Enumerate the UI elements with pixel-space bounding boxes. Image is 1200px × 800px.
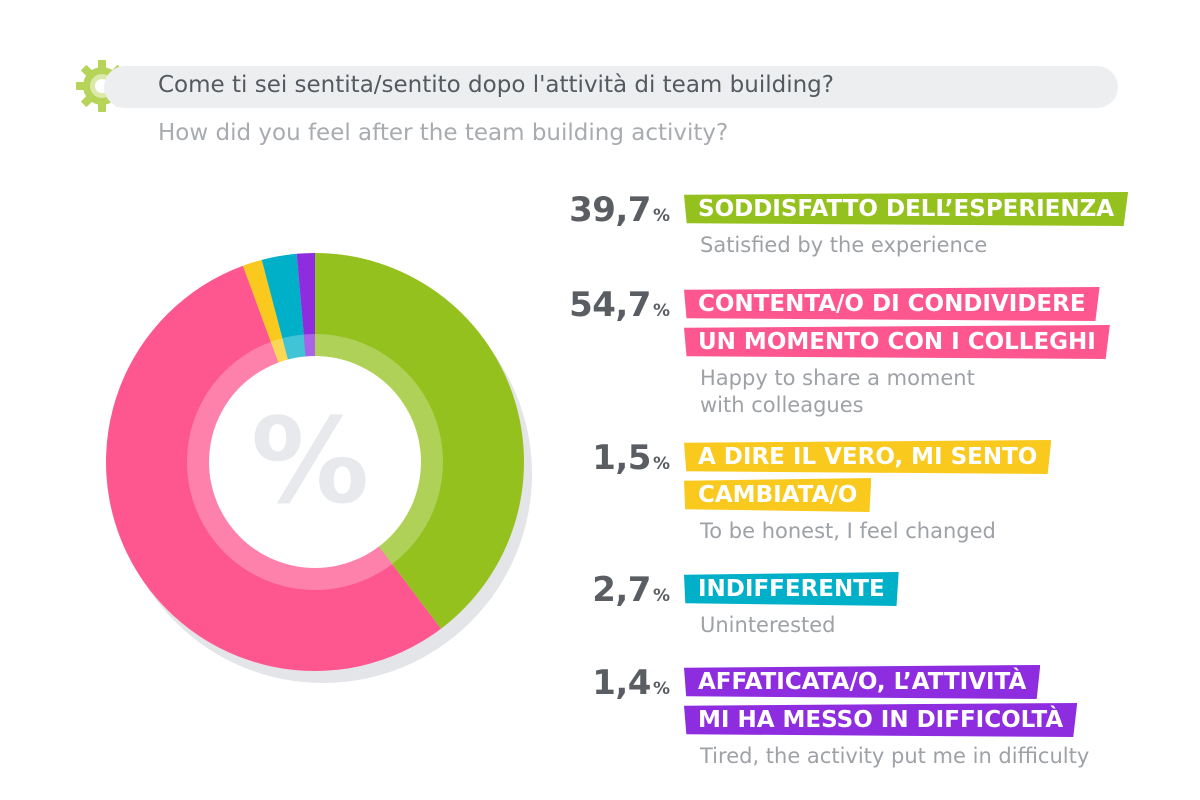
pie-slice-inner-1 <box>186 341 393 590</box>
percentage-symbol: % <box>652 679 670 699</box>
legend-label-italian: A DIRE IL VERO, MI SENTO <box>684 440 1052 474</box>
question-english: How did you feel after the team building… <box>158 120 729 146</box>
question-bar <box>104 66 1118 108</box>
pie-slice-inner-4 <box>303 334 315 357</box>
legend-label-italian: SODDISFATTO DELL’ESPERIENZA <box>684 192 1129 226</box>
legend-percentage: 54,7% <box>569 287 670 323</box>
pie-slice-inner-0 <box>315 334 444 565</box>
legend-label-english: Happy to share a moment <box>700 366 975 390</box>
percentage-value: 54,7 <box>569 285 651 325</box>
donut-chart: % <box>105 253 532 683</box>
legend-label-english: Uninterested <box>700 613 836 637</box>
percentage-value: 39,7 <box>569 190 651 230</box>
percentage-value: 2,7 <box>592 570 651 610</box>
percent-symbol: % <box>251 392 369 530</box>
legend-percentage: 2,7% <box>592 572 670 608</box>
legend-label-english: Satisfied by the experience <box>700 233 988 257</box>
legend-label-english: To be honest, I feel changed <box>700 519 996 543</box>
question-italian: Come ti sei sentita/sentito dopo l'attiv… <box>158 72 834 98</box>
percentage-symbol: % <box>652 454 670 474</box>
legend-label-italian: CONTENTA/O DI CONDIVIDERE <box>684 287 1100 321</box>
legend-label-italian: CAMBIATA/O <box>684 478 872 512</box>
legend-label-italian: MI HA MESSO IN DIFFICOLTÀ <box>684 703 1078 737</box>
percentage-symbol: % <box>652 301 670 321</box>
percentage-value: 1,5 <box>592 438 651 478</box>
legend-label-english: Tired, the activity put me in difficulty <box>700 744 1090 768</box>
percentage-symbol: % <box>652 206 670 226</box>
percentage-value: 1,4 <box>592 663 651 703</box>
legend-percentage: 1,4% <box>592 665 670 701</box>
percentage-symbol: % <box>652 586 670 606</box>
donut-center <box>209 356 421 568</box>
pie-slice-inner-3 <box>282 334 306 360</box>
legend-label-italian: UN MOMENTO CON I COLLEGHI <box>684 325 1110 359</box>
legend-label-italian: INDIFFERENTE <box>684 572 899 606</box>
legend-label-english: with colleagues <box>700 393 864 417</box>
legend-percentage: 1,5% <box>592 440 670 476</box>
legend-label-italian: AFFATICATA/O, L’ATTIVITÀ <box>684 665 1041 699</box>
legend-percentage: 39,7% <box>569 192 670 228</box>
pie-slice-inner-2 <box>270 338 288 363</box>
